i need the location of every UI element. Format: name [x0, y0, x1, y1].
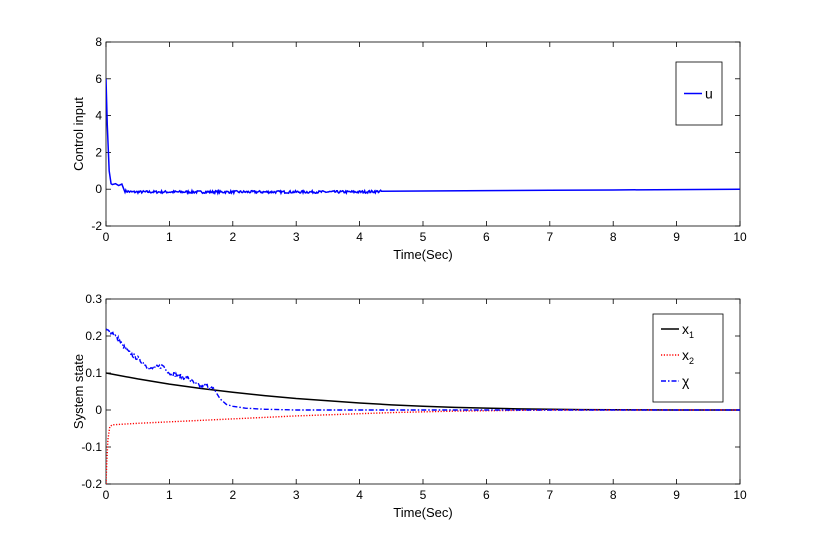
legend-label-subscript: 2 [689, 356, 694, 366]
x-tick-label: 1 [166, 488, 173, 502]
legend-label: u [705, 86, 713, 102]
x-tick-label: 0 [103, 230, 110, 244]
axes-box [105, 298, 741, 485]
y-tick-label: 0.3 [85, 292, 102, 306]
legend-label: x1 [682, 321, 694, 340]
y-tick-label: 4 [95, 109, 102, 123]
y-tick-label: 0 [95, 403, 102, 417]
series-line [106, 372, 740, 411]
legend-label-text: χ [682, 373, 690, 389]
y-tick-label: 0.2 [85, 329, 102, 343]
legend-label-text: x [682, 321, 689, 337]
y-tick-label: 6 [95, 72, 102, 86]
y-tick-label: -0.1 [81, 440, 102, 454]
x-tick-label: 6 [483, 488, 490, 502]
x-axis-label: Time(Sec) [393, 505, 452, 520]
legend-label-subscript: 1 [689, 330, 694, 340]
x-tick-label: 4 [356, 488, 363, 502]
y-tick-label: 0 [95, 182, 102, 196]
x-tick-label: 1 [166, 230, 173, 244]
legend-label: x2 [682, 347, 694, 366]
x-tick-label: 0 [103, 488, 110, 502]
x-tick-label: 7 [546, 230, 553, 244]
x-tick-label: 10 [733, 230, 747, 244]
x-tick-label: 4 [356, 230, 363, 244]
x-tick-label: 5 [420, 488, 427, 502]
series-line [106, 409, 740, 484]
x-tick-label: 9 [673, 488, 680, 502]
series-line [106, 328, 740, 411]
y-tick-label: -2 [91, 219, 102, 233]
y-tick-label: -0.2 [81, 477, 102, 491]
x-tick-label: 3 [293, 230, 300, 244]
y-tick-label: 2 [95, 145, 102, 159]
y-tick-label: 0.1 [85, 366, 102, 380]
x-tick-label: 9 [673, 230, 680, 244]
x-tick-label: 3 [293, 488, 300, 502]
x-axis-label: Time(Sec) [393, 247, 452, 262]
x-tick-label: 7 [546, 488, 553, 502]
y-axis-label: Control input [71, 97, 86, 171]
series-line [106, 78, 740, 196]
x-tick-label: 2 [229, 488, 236, 502]
y-tick-label: 8 [95, 35, 102, 49]
legend-label-text: u [705, 86, 713, 102]
axes-box [105, 41, 741, 227]
x-tick-label: 5 [420, 230, 427, 244]
legend-label-text: x [682, 347, 689, 363]
x-tick-label: 8 [610, 488, 617, 502]
x-tick-label: 10 [733, 488, 747, 502]
x-tick-label: 2 [229, 230, 236, 244]
legend-label: χ [682, 373, 690, 389]
x-tick-label: 8 [610, 230, 617, 244]
bottom-plot-system-state: 0 1 2 3 4 5 6 7 8 9 10 0.3 0.2 0.1 0 -0.1 -0.2 Time(Sec) S… [71, 292, 747, 520]
x-tick-label: 6 [483, 230, 490, 244]
y-axis-label: System state [71, 354, 86, 429]
